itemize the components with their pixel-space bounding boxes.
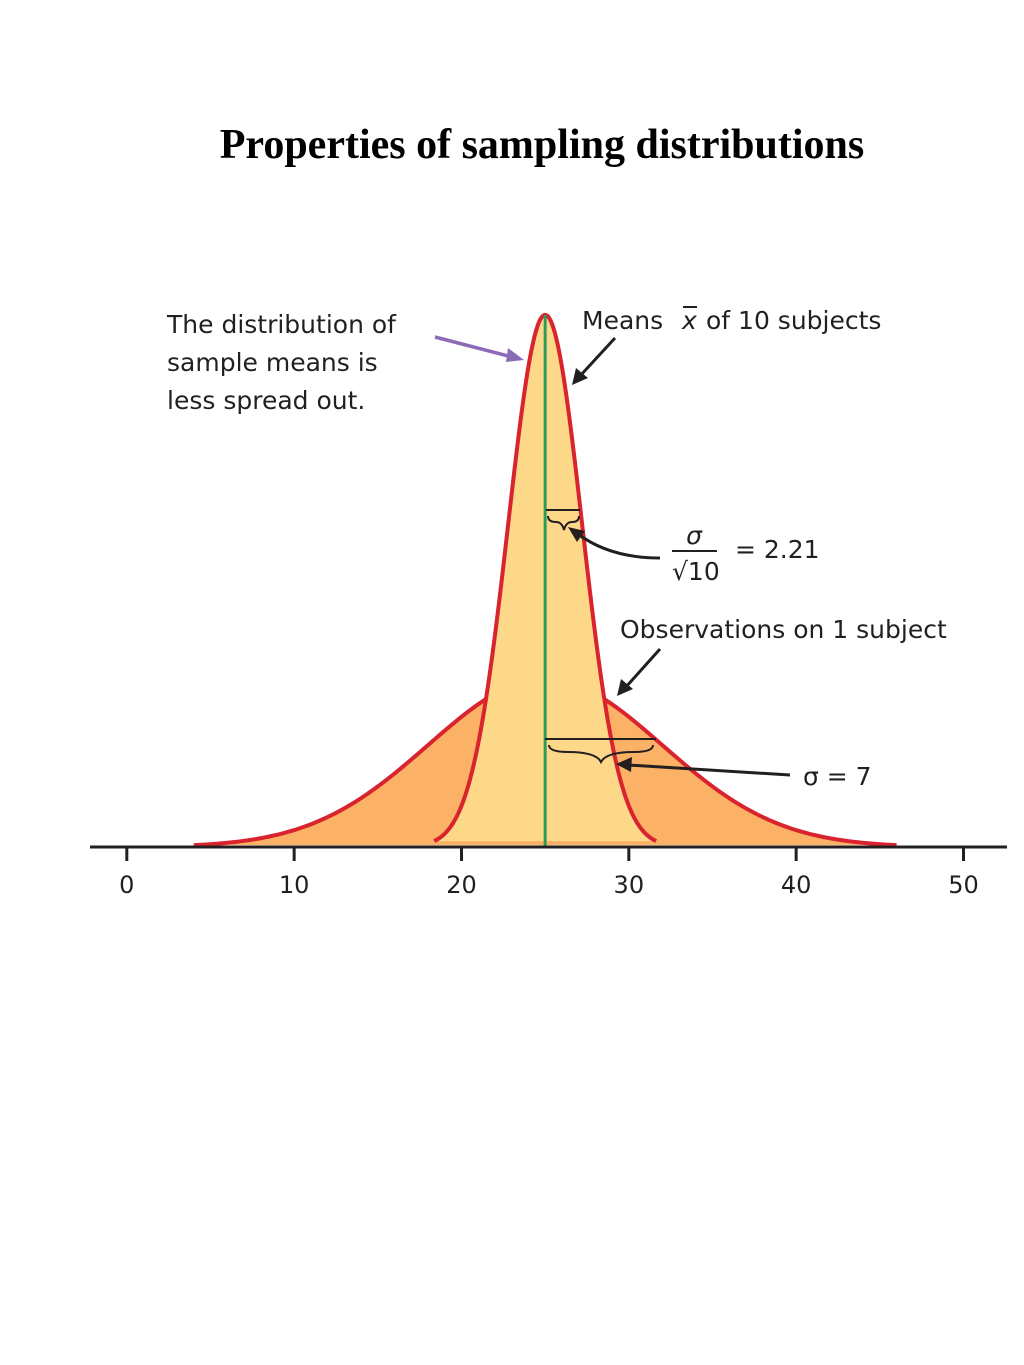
arrow bbox=[577, 532, 661, 560]
annotation: σ = 7 bbox=[803, 762, 872, 791]
x-tick-label: 30 bbox=[614, 871, 645, 899]
annotation: Observations on 1 subject bbox=[620, 615, 947, 644]
x-tick-label: 50 bbox=[948, 871, 979, 899]
annotation: The distribution of bbox=[166, 310, 397, 339]
arrow-head bbox=[572, 368, 588, 385]
annotation: σ bbox=[686, 521, 703, 550]
arrow-head bbox=[617, 679, 633, 696]
x-tick-label: 40 bbox=[781, 871, 812, 899]
annotations: The distribution of sample means is less… bbox=[166, 306, 947, 791]
title: Properties of sampling distributions bbox=[220, 122, 864, 168]
x-tick-label: 20 bbox=[446, 871, 477, 899]
annotation: x bbox=[681, 306, 697, 335]
annotation: = 2.21 bbox=[735, 535, 820, 564]
arrow bbox=[623, 647, 662, 690]
arrow-head bbox=[506, 348, 524, 362]
annotation: √10 bbox=[672, 557, 720, 586]
x-tick-label: 0 bbox=[119, 871, 134, 899]
arrow bbox=[578, 336, 617, 378]
arrow-head bbox=[616, 757, 632, 772]
arrow bbox=[627, 763, 791, 777]
annotation: less spread out. bbox=[167, 386, 365, 415]
arrow-head bbox=[568, 527, 585, 542]
x-tick-label: 10 bbox=[279, 871, 310, 899]
arrow bbox=[434, 335, 513, 359]
annotation: Means bbox=[582, 306, 663, 335]
plot: 0 10 20 30 40 50 bbox=[90, 312, 1007, 899]
annotation: of 10 subjects bbox=[706, 306, 881, 335]
annotation: sample means is bbox=[167, 348, 378, 377]
brace bbox=[546, 509, 580, 531]
brace bbox=[545, 738, 656, 765]
